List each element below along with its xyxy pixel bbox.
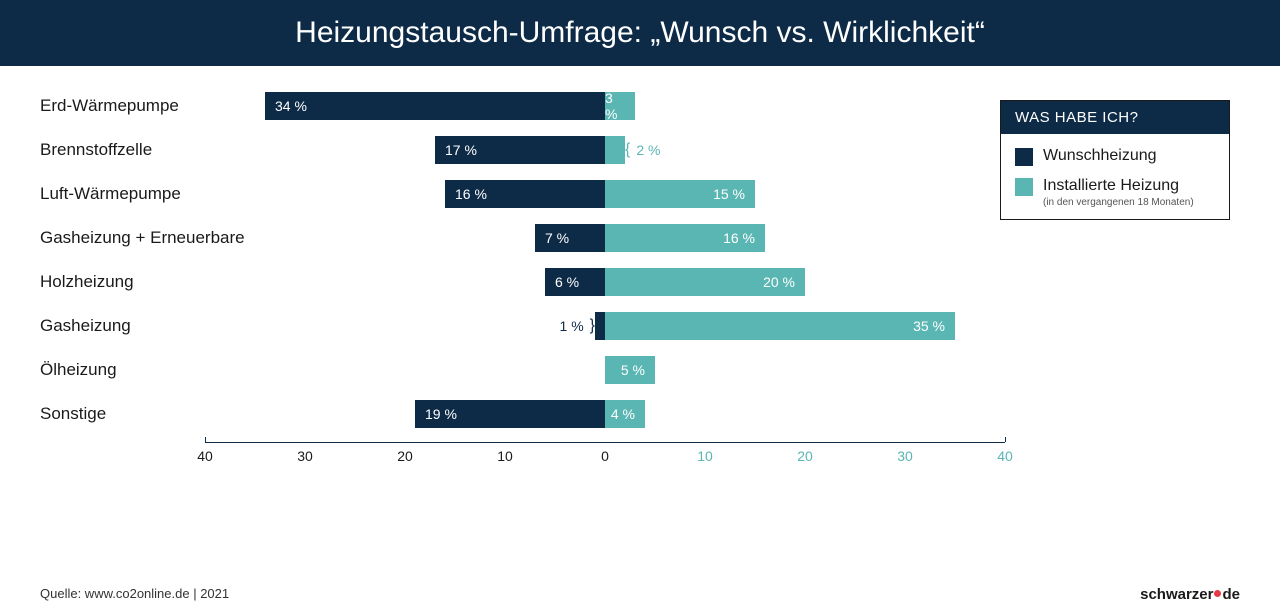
axis-tick-label: 20 <box>797 448 813 464</box>
wish-bar <box>595 312 605 340</box>
category-label: Holzheizung <box>0 272 205 292</box>
legend-box: WAS HABE ICH? Wunschheizung Installierte … <box>1000 100 1230 220</box>
axis-tick-label: 30 <box>297 448 313 464</box>
wish-half: 19 % <box>205 400 605 428</box>
axis-tick-label: 30 <box>897 448 913 464</box>
wish-half <box>205 356 605 384</box>
legend-label: Installierte Heizung(in den vergangenen … <box>1043 176 1194 209</box>
bar-pair: 6 %20 % <box>205 268 1280 296</box>
legend-swatch <box>1015 148 1033 166</box>
category-label: Brennstoffzelle <box>0 140 205 160</box>
installed-half: 35 % <box>605 312 1005 340</box>
category-label: Sonstige <box>0 404 205 424</box>
category-label: Gasheizung <box>0 316 205 336</box>
installed-half: 3 % <box>605 92 1005 120</box>
wish-half: 6 % <box>205 268 605 296</box>
chart-row: Gasheizung + Erneuerbare7 %16 % <box>0 216 1280 260</box>
installed-bar: 3 % <box>605 92 635 120</box>
chart-row: Gasheizung1 %}35 % <box>0 304 1280 348</box>
legend-body: Wunschheizung Installierte Heizung(in den… <box>1001 134 1229 219</box>
legend-label: Wunschheizung <box>1043 146 1157 165</box>
installed-half: 16 % <box>605 224 1005 252</box>
category-label: Erd-Wärmepumpe <box>0 96 205 116</box>
axis-tick-label: 10 <box>497 448 513 464</box>
brand-logo: schwarzer de <box>1140 586 1240 603</box>
chart-title-bar: Heizungstausch-Umfrage: „Wunsch vs. Wirk… <box>0 0 1280 66</box>
chart-row: Sonstige19 %4 % <box>0 392 1280 436</box>
installed-bar: 4 % <box>605 400 645 428</box>
installed-bar: 35 % <box>605 312 955 340</box>
category-label: Ölheizung <box>0 360 205 380</box>
installed-bar: 5 % <box>605 356 655 384</box>
category-label: Gasheizung + Erneuerbare <box>0 228 205 248</box>
legend-header: WAS HABE ICH? <box>1001 101 1229 134</box>
chart-row: Holzheizung6 %20 % <box>0 260 1280 304</box>
wish-half: 1 %} <box>205 312 605 340</box>
page-root: Heizungstausch-Umfrage: „Wunsch vs. Wirk… <box>0 0 1280 615</box>
bar-pair: 19 %4 % <box>205 400 1280 428</box>
axis-tick-label: 40 <box>997 448 1013 464</box>
logo-text-2: de <box>1222 586 1240 603</box>
wish-half: 16 % <box>205 180 605 208</box>
legend-item: Installierte Heizung(in den vergangenen … <box>1015 176 1215 209</box>
installed-half: 4 % <box>605 400 1005 428</box>
installed-half: {2 % <box>605 136 1005 164</box>
installed-half: 20 % <box>605 268 1005 296</box>
axis-tick-label: 20 <box>397 448 413 464</box>
legend-sublabel: (in den vergangenen 18 Monaten) <box>1043 197 1194 209</box>
axis-tick-label: 0 <box>601 448 609 464</box>
category-label: Luft-Wärmepumpe <box>0 184 205 204</box>
axis-tick-mark <box>1005 437 1006 442</box>
bar-pair: 5 % <box>205 356 1280 384</box>
source-label: Quelle: www.co2online.de | 2021 <box>40 586 229 603</box>
wish-bar: 6 % <box>545 268 605 296</box>
wish-half: 17 % <box>205 136 605 164</box>
wish-bar: 7 % <box>535 224 605 252</box>
axis-tick-label: 40 <box>197 448 213 464</box>
installed-value-label: 2 % <box>630 142 666 158</box>
wish-half: 7 % <box>205 224 605 252</box>
legend-swatch <box>1015 178 1033 196</box>
chart-title: Heizungstausch-Umfrage: „Wunsch vs. Wirk… <box>295 16 985 49</box>
legend-item: Wunschheizung <box>1015 146 1215 166</box>
wish-bar: 19 % <box>415 400 605 428</box>
bar-pair: 7 %16 % <box>205 224 1280 252</box>
logo-text-1: schwarzer <box>1140 586 1213 603</box>
axis-tick-label: 10 <box>697 448 713 464</box>
wish-bar: 17 % <box>435 136 605 164</box>
installed-bar: 15 % <box>605 180 755 208</box>
bar-pair: 1 %}35 % <box>205 312 1280 340</box>
wish-bar: 16 % <box>445 180 605 208</box>
installed-half: 5 % <box>605 356 1005 384</box>
x-axis-ticks: 40 30 20 10 0 10 20 30 40 <box>0 442 1280 472</box>
footer: Quelle: www.co2online.de | 2021 schwarze… <box>0 586 1280 603</box>
installed-half: 15 % <box>605 180 1005 208</box>
installed-bar <box>605 136 625 164</box>
wish-bar: 34 % <box>265 92 605 120</box>
wish-value-label: 1 % <box>554 318 590 334</box>
installed-bar: 20 % <box>605 268 805 296</box>
wish-half: 34 % <box>205 92 605 120</box>
logo-dot-icon <box>1214 590 1221 597</box>
installed-bar: 16 % <box>605 224 765 252</box>
chart-row: Ölheizung 5 % <box>0 348 1280 392</box>
legend-header-text: WAS HABE ICH? <box>1015 109 1138 126</box>
axis-tick-mark <box>205 437 206 442</box>
